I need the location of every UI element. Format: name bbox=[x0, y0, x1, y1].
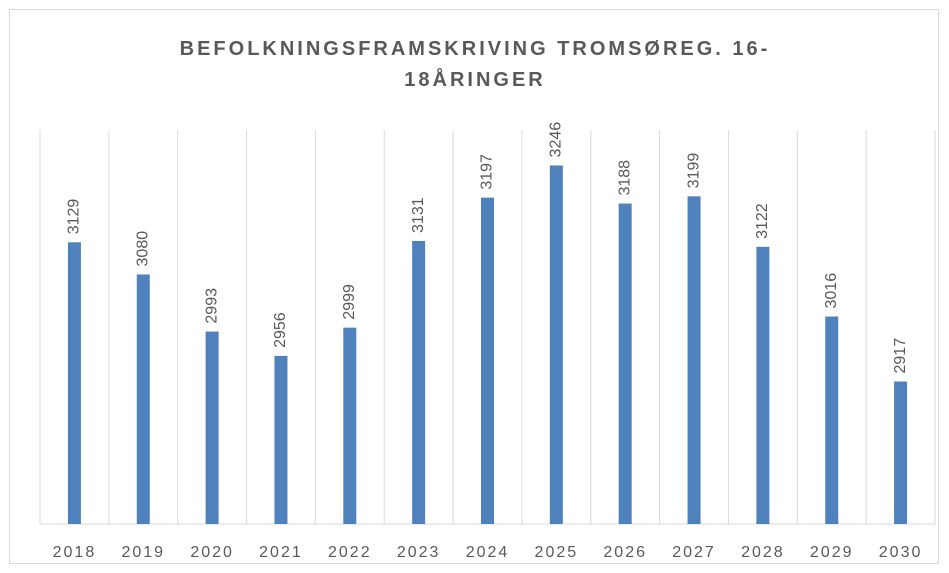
data-label: 3080 bbox=[134, 231, 151, 267]
chart-title: BEFOLKNINGSFRAMSKRIVING TROMSØREG. 16-18… bbox=[179, 38, 771, 91]
bar bbox=[481, 197, 494, 525]
data-label: 3199 bbox=[685, 153, 702, 189]
chart-frame bbox=[9, 9, 939, 564]
bar bbox=[756, 246, 770, 525]
bar bbox=[825, 316, 839, 524]
bar bbox=[549, 165, 563, 524]
x-tick-label: 2024 bbox=[466, 544, 510, 561]
data-label: 2999 bbox=[341, 284, 358, 320]
bar bbox=[412, 240, 426, 524]
x-tick-label: 2019 bbox=[121, 544, 165, 561]
data-label: 3129 bbox=[66, 199, 83, 235]
x-tick-label: 2020 bbox=[190, 544, 234, 561]
bar bbox=[687, 196, 701, 524]
data-label: 3188 bbox=[616, 160, 633, 196]
data-label: 3122 bbox=[754, 203, 771, 239]
bar bbox=[205, 331, 219, 524]
bar bbox=[343, 327, 357, 524]
x-tick-label: 2018 bbox=[53, 544, 97, 561]
x-tick-label: 2028 bbox=[741, 544, 785, 561]
data-label: 2917 bbox=[892, 338, 909, 374]
data-label: 2956 bbox=[272, 312, 289, 348]
x-tick-label: 2027 bbox=[672, 544, 716, 561]
x-tick-label: 2026 bbox=[603, 544, 647, 561]
data-label: 3016 bbox=[823, 273, 840, 309]
data-label: 3197 bbox=[479, 154, 496, 190]
bar bbox=[136, 274, 150, 524]
x-tick-label: 2025 bbox=[535, 544, 579, 561]
data-label: 3131 bbox=[410, 197, 427, 233]
x-tick-label: 2022 bbox=[328, 544, 372, 561]
x-tick-label: 2029 bbox=[810, 544, 854, 561]
bar bbox=[274, 355, 288, 524]
bar bbox=[894, 381, 908, 524]
bar bbox=[618, 203, 632, 524]
bar bbox=[67, 242, 81, 525]
x-tick-label: 2021 bbox=[259, 544, 303, 561]
x-tick-label: 2023 bbox=[397, 544, 441, 561]
data-label: 3246 bbox=[548, 122, 565, 158]
x-tick-label: 2030 bbox=[879, 544, 923, 561]
data-label: 2993 bbox=[203, 288, 220, 324]
